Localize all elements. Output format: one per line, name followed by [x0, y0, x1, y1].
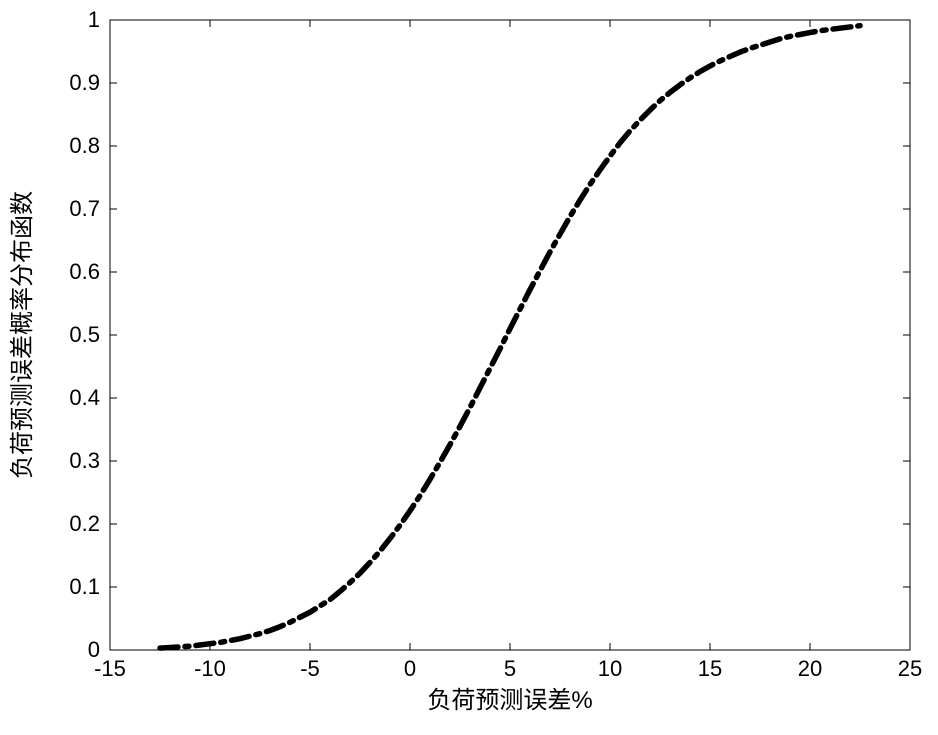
y-tick-label: 0	[88, 637, 100, 662]
y-axis-label: 负荷预测误差概率分布函数	[9, 191, 36, 479]
x-tick-label: 20	[798, 656, 822, 681]
y-tick-label: 0.7	[69, 196, 100, 221]
cdf-chart: -15-10-5051015202500.10.20.30.40.50.60.7…	[0, 0, 938, 735]
x-tick-label: -10	[194, 656, 226, 681]
y-tick-label: 1	[88, 7, 100, 32]
x-tick-label: 5	[504, 656, 516, 681]
y-tick-label: 0.1	[69, 574, 100, 599]
y-tick-label: 0.6	[69, 259, 100, 284]
y-tick-label: 0.3	[69, 448, 100, 473]
cdf-curve	[160, 26, 860, 648]
chart-container: -15-10-5051015202500.10.20.30.40.50.60.7…	[0, 0, 938, 735]
x-tick-label: 10	[598, 656, 622, 681]
plot-border	[110, 20, 910, 650]
y-tick-label: 0.9	[69, 70, 100, 95]
x-axis-label: 负荷预测误差%	[427, 687, 592, 714]
x-tick-label: 15	[698, 656, 722, 681]
y-tick-label: 0.8	[69, 133, 100, 158]
x-tick-label: -5	[300, 656, 320, 681]
x-tick-label: 0	[404, 656, 416, 681]
y-tick-label: 0.5	[69, 322, 100, 347]
y-tick-label: 0.4	[69, 385, 100, 410]
x-tick-label: 25	[898, 656, 922, 681]
y-tick-label: 0.2	[69, 511, 100, 536]
